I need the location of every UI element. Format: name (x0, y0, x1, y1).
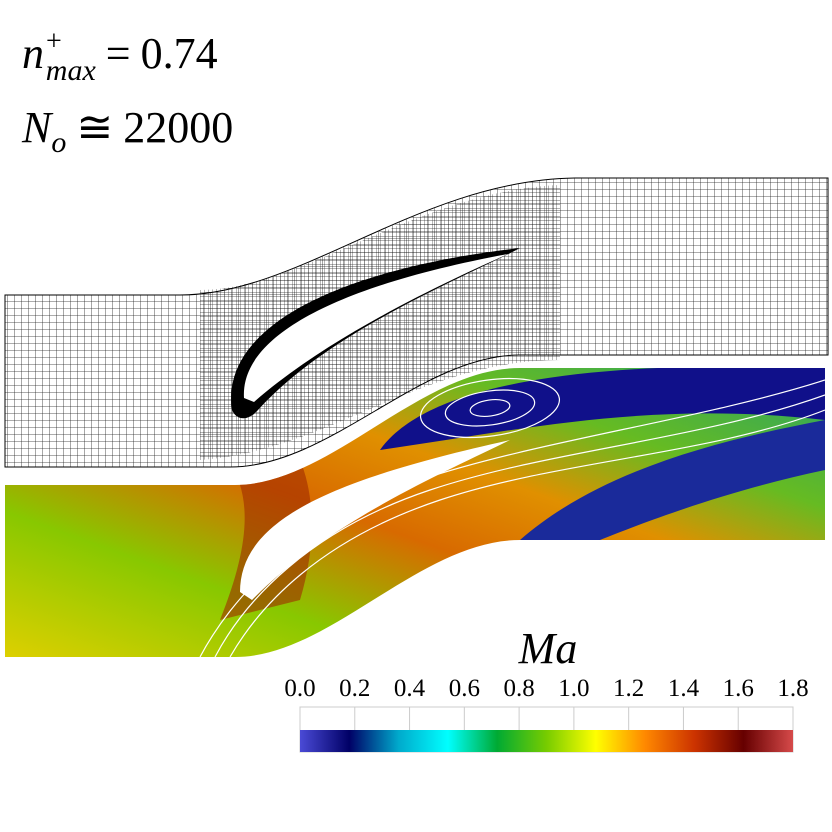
blade (240, 440, 510, 600)
colorbar-tick-label: 1.0 (558, 675, 589, 702)
mesh-view (4, 177, 829, 468)
colorbar-tick-label: 0.6 (449, 675, 480, 702)
colorbar-label: Ma (518, 624, 578, 673)
colorbar-scale (300, 730, 793, 752)
colorbar-tick-label: 0.8 (503, 675, 534, 702)
colorbar-tick-label: 0.2 (339, 675, 370, 702)
separation-zone (380, 368, 825, 450)
streamlines (199, 378, 825, 657)
blade (243, 254, 509, 402)
colorbar-tick-label: 1.6 (723, 675, 754, 702)
colorbar: Ma 0.0 0.2 0.4 0.6 0.8 1.0 1.2 1.4 1.6 1.8 (284, 624, 809, 753)
colorbar-tick-label: 0.0 (284, 675, 315, 702)
mesh-refined (200, 185, 560, 460)
colorbar-tick-label: 1.2 (613, 675, 644, 702)
colorbar-tick-label: 0.4 (394, 675, 426, 702)
annotation-text: n+ max = 0.74 (22, 26, 218, 87)
low-speed-region (520, 420, 825, 540)
colorbar-tick-label: 1.8 (777, 675, 808, 702)
colorbar-tick-label: 1.4 (668, 675, 700, 702)
annotation-text: No ≅ 22000 (21, 103, 233, 159)
annotation: n+ max = 0.74 No ≅ 22000 (21, 26, 233, 159)
